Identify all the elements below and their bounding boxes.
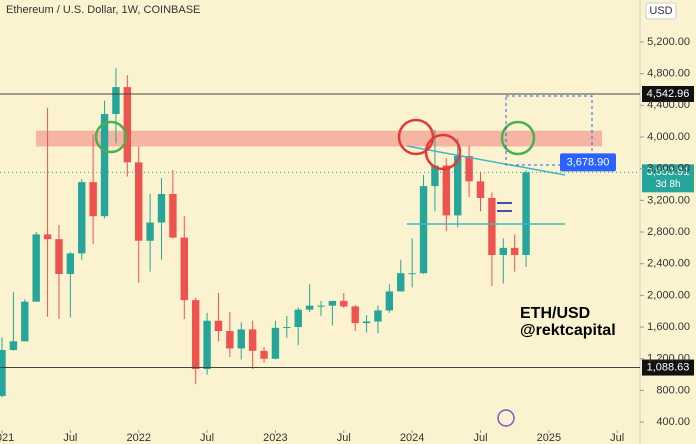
- candle-body: [305, 305, 314, 310]
- candle-body: [135, 162, 143, 241]
- candle-body: [55, 239, 63, 274]
- candle-body: [237, 329, 245, 349]
- candle-body: [169, 194, 177, 238]
- candle-body: [374, 310, 382, 322]
- annotation-author: @rektcapital: [520, 322, 616, 339]
- candle-body: [351, 306, 359, 324]
- currency: USD: [649, 5, 672, 17]
- y-tick-label: 1,600.00: [647, 321, 690, 333]
- y-tick-label: 5,200.00: [647, 36, 690, 48]
- candle-body: [408, 273, 416, 275]
- candle-body: [78, 182, 86, 254]
- circle: [424, 133, 462, 171]
- candle-body: [214, 320, 223, 332]
- candle-body: [476, 181, 485, 198]
- candle-body: [499, 247, 507, 255]
- candle-body: [317, 305, 325, 307]
- x-tick-label: Jul: [63, 432, 77, 444]
- candle-body: [510, 247, 519, 255]
- candle-body: [180, 237, 188, 301]
- candle-body: [43, 234, 52, 240]
- event-icon: [497, 409, 515, 427]
- countdown: 3d 8h: [655, 179, 680, 190]
- y-tick-label: 1,200.00: [647, 353, 690, 365]
- level-label-bg: [642, 86, 694, 103]
- circle: [500, 120, 536, 156]
- measure-box: [505, 95, 593, 166]
- candle-body: [488, 197, 496, 255]
- x-tick-label: Jul: [200, 432, 214, 444]
- y-tick-label: 2,800.00: [647, 226, 690, 238]
- candle-body: [89, 182, 97, 217]
- candle-body: [271, 327, 280, 359]
- candle-body: [66, 253, 75, 274]
- y-tick-label: 4,000.00: [647, 131, 690, 143]
- circle: [94, 120, 128, 154]
- trendline: [406, 145, 566, 176]
- candle-body: [362, 321, 371, 324]
- candle-body: [100, 114, 109, 217]
- chart-title: Ethereum / U.S. Dollar, 1W, COINBASE: [6, 4, 200, 16]
- candle-body: [294, 309, 302, 328]
- y-tick-label: 4,800.00: [647, 68, 690, 80]
- y-tick-label: 4,400.00: [647, 99, 690, 111]
- level-label: 1,088.63: [647, 361, 690, 373]
- candle-body: [442, 165, 451, 216]
- last-price-label: 3,553.91: [647, 166, 690, 178]
- candle-body: [112, 87, 120, 115]
- x-tick-label: Jul: [610, 432, 624, 444]
- y-tick-label: 3,600.00: [647, 163, 690, 175]
- candle-body: [226, 331, 234, 349]
- candle-body: [146, 222, 154, 241]
- zone-layer: [36, 130, 602, 147]
- level-label-bg: [642, 359, 694, 376]
- candle-body: [9, 341, 18, 351]
- currency-box: [645, 2, 677, 20]
- candle-body: [431, 165, 439, 187]
- candle-body: [328, 300, 337, 306]
- candle-body: [385, 291, 394, 311]
- candle-body: [260, 350, 268, 359]
- candle-body: [340, 300, 348, 307]
- candle-body: [419, 186, 428, 274]
- annotation-pair: ETH/USD: [520, 305, 590, 322]
- x-tick-label: 2025: [537, 432, 561, 444]
- measure-label: 3,678.90: [567, 156, 610, 168]
- x-tick-label: Jul: [473, 432, 487, 444]
- candle-body: [203, 320, 211, 370]
- candle-body: [157, 194, 166, 223]
- y-tick-label: 3,200.00: [647, 194, 690, 206]
- candle-body: [32, 234, 40, 302]
- y-tick-label: 800.00: [656, 384, 690, 396]
- candle-body: [0, 350, 6, 396]
- candle-body: [283, 327, 291, 329]
- level-label: 4,542.96: [647, 88, 690, 100]
- y-tick-label: 2,000.00: [647, 289, 690, 301]
- candle-body: [248, 329, 257, 351]
- candle-body: [465, 156, 473, 182]
- x-tick-label: 2024: [400, 432, 424, 444]
- y-tick-label: 2,400.00: [647, 258, 690, 270]
- candle-body: [191, 300, 200, 370]
- x-tick-label: 2022: [126, 432, 150, 444]
- resistance-zone: [36, 130, 602, 147]
- last-price-bg: [642, 164, 694, 193]
- measure-label-bg: [560, 153, 616, 172]
- x-tick-label: 2023: [263, 432, 287, 444]
- candle-body: [522, 172, 530, 255]
- candles: [0, 68, 530, 398]
- drawings: [94, 95, 593, 427]
- candle-body: [454, 156, 462, 216]
- x-tick-label: 2021: [0, 432, 14, 444]
- candle-body: [21, 301, 29, 342]
- x-tick-label: Jul: [337, 432, 351, 444]
- candle-body: [123, 87, 132, 163]
- candle-body: [397, 273, 405, 292]
- y-tick-label: 400.00: [656, 416, 690, 428]
